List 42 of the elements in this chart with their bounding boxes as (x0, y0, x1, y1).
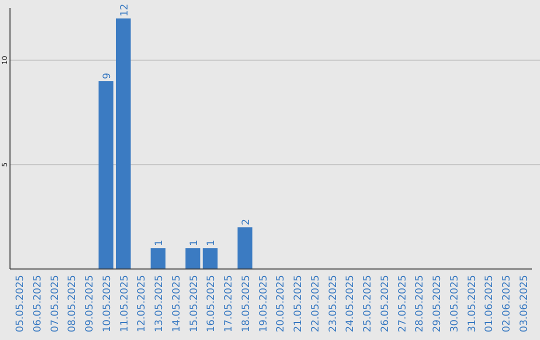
bar (185, 248, 200, 269)
x-tick-label: 24.05.2025 (345, 275, 356, 332)
bar (116, 18, 131, 269)
x-tick-label: 11.05.2025 (119, 275, 130, 332)
x-tick-label: 27.05.2025 (397, 275, 408, 332)
x-tick-label: 01.06.2025 (484, 275, 496, 332)
x-tick-label: 10.05.2025 (102, 275, 113, 332)
x-tick-label: 25.05.2025 (362, 275, 374, 332)
bar (98, 81, 114, 269)
bar (150, 248, 166, 269)
x-tick-label: 23.05.2025 (328, 275, 339, 332)
x-tick-label: 26.05.2025 (380, 275, 391, 332)
x-tick-label: 21.05.2025 (293, 275, 304, 332)
x-tick-label: 08.05.2025 (67, 275, 78, 332)
x-tick-label: 31.05.2025 (466, 275, 478, 332)
x-tick-label: 07.05.2025 (50, 275, 61, 332)
data-label: 2 (240, 218, 252, 226)
x-tick-label: 16.05.2025 (206, 275, 218, 332)
x-tick-label: 03.06.2025 (518, 275, 530, 332)
data-label: 1 (154, 240, 166, 246)
x-tick-label: 17.05.2025 (224, 275, 235, 332)
x-tick-label: 29.05.2025 (432, 275, 444, 332)
x-tick-label: 18.05.2025 (240, 275, 252, 332)
bar (202, 248, 218, 269)
x-tick-label: 15.05.2025 (188, 275, 200, 332)
x-tick-label: 06.05.2025 (32, 275, 44, 332)
x-tick-label: 05.05.2025 (15, 275, 26, 332)
data-label: 1 (188, 240, 200, 246)
x-tick-label: 20.05.2025 (276, 275, 287, 332)
x-tick-label: 13.05.2025 (154, 275, 166, 332)
x-tick-label: 12.05.2025 (136, 275, 148, 332)
x-tick-label: 19.05.2025 (258, 275, 270, 332)
data-label: 1 (206, 240, 218, 246)
x-tick-label: 14.05.2025 (171, 275, 182, 332)
bar (238, 227, 252, 269)
x-tick-label: 22.05.2025 (310, 275, 322, 332)
data-label: 12 (119, 4, 130, 16)
data-label: 9 (102, 72, 113, 80)
x-tick-label: 30.05.2025 (449, 275, 460, 332)
x-tick-label: 28.05.2025 (414, 275, 426, 332)
x-tick-label: 02.06.2025 (502, 275, 513, 332)
x-tick-label: 09.05.2025 (84, 275, 96, 332)
